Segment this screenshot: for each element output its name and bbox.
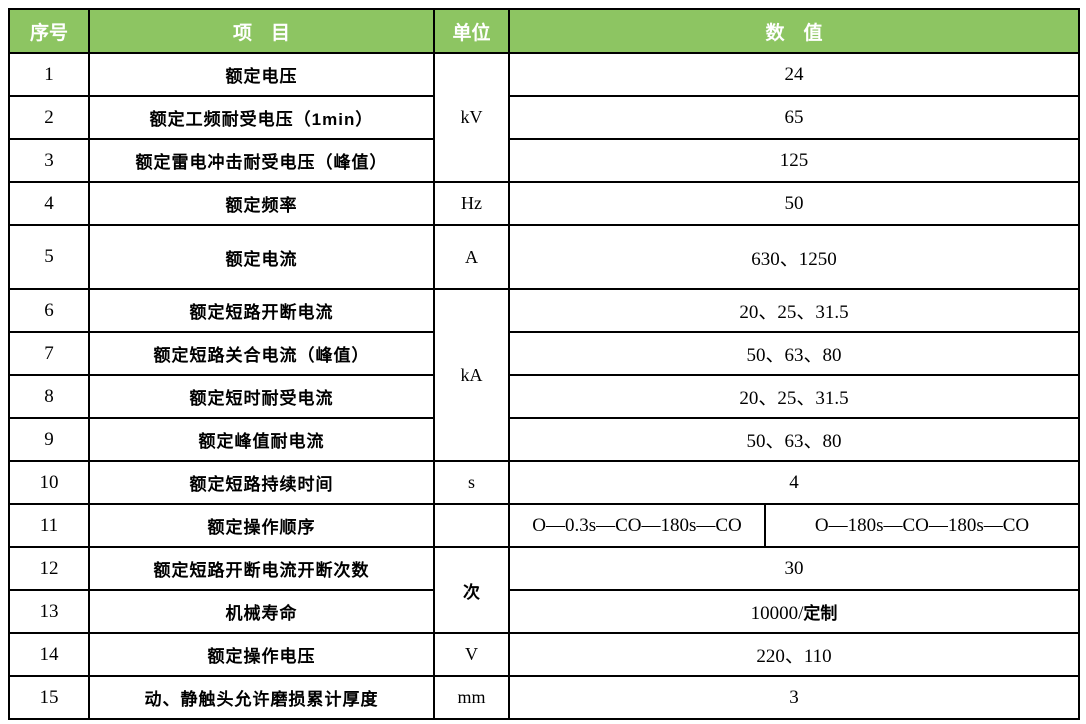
row-value: 50、63、80: [507, 417, 1081, 462]
row-no: 4: [8, 181, 90, 226]
table-row: 9 额定峰值耐电流 50、63、80: [8, 417, 1081, 462]
row-value: 10000/定制: [507, 589, 1081, 634]
value-custom-label: 定制: [803, 603, 838, 623]
table-row: 14 额定操作电压 V 220、110: [8, 632, 1081, 677]
row-item: 额定电压: [88, 52, 435, 97]
table-row: 2 额定工频耐受电压（1min） 65: [8, 95, 1081, 140]
header-unit: 单位: [433, 8, 510, 54]
row-item: 额定频率: [88, 181, 435, 226]
table-row: 1 额定电压 kV 24: [8, 52, 1081, 183]
row-item: 额定短路关合电流（峰值）: [88, 331, 435, 376]
row-value-right: O—180s—CO—180s—CO: [763, 503, 1081, 548]
row-value: 20、25、31.5: [507, 374, 1081, 419]
row-value: 630、1250: [507, 224, 1081, 290]
table-row: 10 额定短路持续时间 s 4: [8, 460, 1081, 505]
row-item: 额定电流: [88, 224, 435, 290]
table-row: 11 额定操作顺序 O—0.3s—CO—180s—CO O—180s—CO—18…: [8, 503, 1081, 548]
row-unit: Hz: [433, 181, 510, 226]
row-value: 4: [507, 460, 1081, 505]
spec-table: 序号 项 目 单位 数 值 1 额定电压 kV 24 2 额定工频耐受电压（1m…: [8, 8, 1081, 720]
row-no: 2: [8, 95, 90, 140]
row-no: 11: [8, 503, 90, 548]
row-item: 动、静触头允许磨损累计厚度: [88, 675, 435, 720]
row-no: 15: [8, 675, 90, 720]
row-item: 额定操作顺序: [88, 503, 435, 548]
value-number: 10000/: [750, 602, 804, 624]
table-row: 3 额定雷电冲击耐受电压（峰值） 125: [8, 138, 1081, 183]
row-item: 额定短路开断电流: [88, 288, 435, 333]
table-row: 12 额定短路开断电流开断次数 次 30: [8, 546, 1081, 634]
table-row: 5 额定电流 A 630、1250: [8, 224, 1081, 290]
row-unit: [433, 503, 510, 548]
row-value: 220、110: [507, 632, 1081, 677]
table-row: 13 机械寿命 10000/定制: [8, 589, 1081, 634]
row-item: 机械寿命: [88, 589, 435, 634]
row-item: 额定短时耐受电流: [88, 374, 435, 419]
row-unit: 次: [433, 546, 510, 634]
row-item: 额定峰值耐电流: [88, 417, 435, 462]
row-item: 额定短路持续时间: [88, 460, 435, 505]
row-no: 7: [8, 331, 90, 376]
row-value: 65: [507, 95, 1081, 140]
row-no: 1: [8, 52, 90, 97]
row-value: 50: [507, 181, 1081, 226]
header-row: 序号 项 目 单位 数 值: [8, 8, 1081, 54]
row-no: 6: [8, 288, 90, 333]
row-unit: mm: [433, 675, 510, 720]
row-item: 额定操作电压: [88, 632, 435, 677]
table-row: 8 额定短时耐受电流 20、25、31.5: [8, 374, 1081, 419]
row-unit: kA: [433, 288, 510, 462]
header-value: 数 值: [507, 8, 1081, 54]
row-value: 30: [507, 546, 1081, 591]
row-value-left: O—0.3s—CO—180s—CO: [508, 503, 766, 548]
table-row: 7 额定短路关合电流（峰值） 50、63、80: [8, 331, 1081, 376]
row-no: 12: [8, 546, 90, 591]
row-no: 3: [8, 138, 90, 183]
header-no: 序号: [8, 8, 90, 54]
row-unit: s: [433, 460, 510, 505]
row-no: 8: [8, 374, 90, 419]
row-value: 50、63、80: [507, 331, 1081, 376]
row-value: 24: [507, 52, 1081, 97]
row-no: 13: [8, 589, 90, 634]
row-unit: A: [433, 224, 510, 290]
row-value: 3: [507, 675, 1081, 720]
row-unit: kV: [433, 52, 510, 183]
row-item: 额定短路开断电流开断次数: [88, 546, 435, 591]
row-item: 额定雷电冲击耐受电压（峰值）: [88, 138, 435, 183]
table-row: 15 动、静触头允许磨损累计厚度 mm 3: [8, 675, 1081, 720]
row-unit: V: [433, 632, 510, 677]
row-no: 9: [8, 417, 90, 462]
row-value: 20、25、31.5: [507, 288, 1081, 333]
row-value: 125: [507, 138, 1081, 183]
row-no: 14: [8, 632, 90, 677]
header-item: 项 目: [88, 8, 435, 54]
row-no: 5: [8, 224, 90, 290]
table-row: 4 额定频率 Hz 50: [8, 181, 1081, 226]
row-no: 10: [8, 460, 90, 505]
table-row: 6 额定短路开断电流 kA 20、25、31.5: [8, 288, 1081, 462]
row-item: 额定工频耐受电压（1min）: [88, 95, 435, 140]
